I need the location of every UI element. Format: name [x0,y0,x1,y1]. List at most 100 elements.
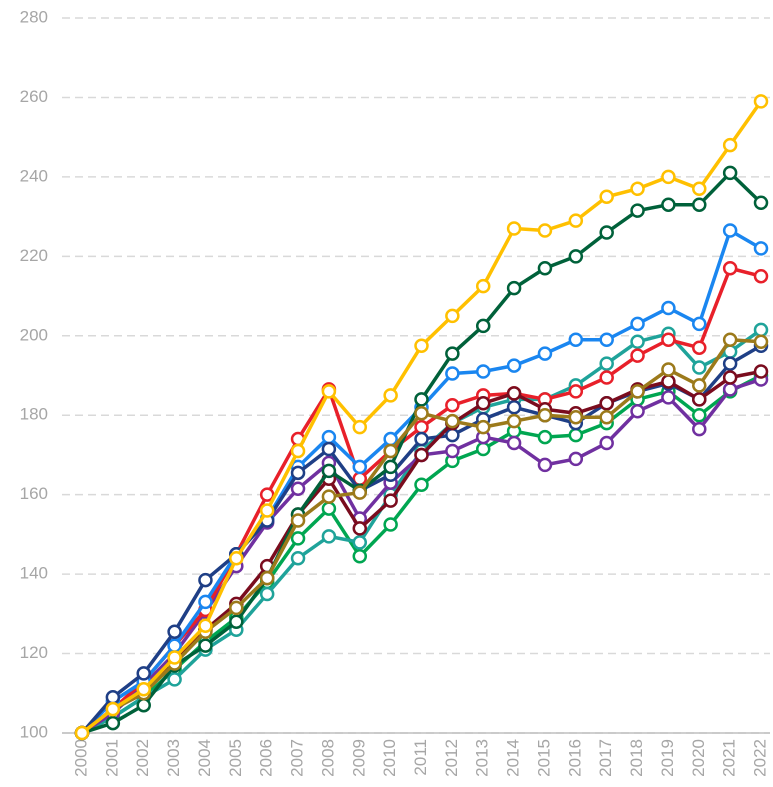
marker [321,441,337,457]
marker [568,213,584,228]
marker [105,690,121,705]
marker [753,94,769,109]
marker [445,443,460,459]
marker [414,338,429,353]
marker [414,392,429,407]
marker [630,348,645,363]
marker [537,346,553,361]
marker [105,715,121,731]
marker [414,477,429,492]
marker [599,370,614,385]
marker [414,419,429,435]
marker [722,261,738,276]
marker [692,421,707,437]
marker [475,318,491,334]
marker [753,334,769,349]
marker [692,392,707,407]
marker [630,181,645,197]
marker [506,435,522,451]
marker [198,594,213,610]
x-tick-label: 2007 [288,739,307,777]
marker [661,300,676,316]
marker [290,443,306,459]
x-tick-label: 2012 [442,739,461,777]
x-tick-label: 2011 [411,739,430,776]
series-line [81,328,763,735]
x-tick-label: 2019 [658,739,677,777]
marker [630,334,645,349]
marker [259,503,275,518]
y-tick-label: 220 [20,246,48,265]
marker [229,600,244,616]
marker [445,308,460,324]
marker [506,413,522,429]
marker [506,400,522,415]
marker [506,221,522,236]
marker [692,197,707,212]
marker [537,261,553,276]
marker [105,701,121,717]
x-tick-label: 2000 [71,739,90,777]
marker [259,586,275,602]
marker [692,378,707,393]
marker [167,650,182,665]
marker [445,427,460,443]
marker [321,529,337,544]
marker [722,165,738,181]
marker [599,396,614,411]
marker [290,531,306,546]
x-tick-label: 2006 [257,739,276,777]
y-tick-label: 160 [20,484,48,503]
x-tick-label: 2021 [720,739,739,777]
marker [630,203,645,218]
marker [352,419,368,435]
marker [722,382,738,397]
x-tick-label: 2014 [504,739,523,777]
y-tick-label: 240 [20,166,48,185]
marker [722,332,738,347]
marker [692,360,707,375]
marker [167,624,182,639]
marker [445,413,460,429]
x-tick-label: 2010 [380,739,399,777]
marker [290,465,306,481]
y-tick-label: 140 [20,564,48,583]
marker [167,672,182,687]
marker [198,572,213,588]
marker [722,356,738,371]
marker [568,451,584,467]
marker [136,666,151,681]
marker [383,443,398,459]
marker [568,427,584,443]
marker [352,485,368,500]
marker [414,405,429,421]
marker [537,407,553,423]
marker [321,384,337,399]
marker [352,521,368,536]
marker [599,189,614,204]
x-tick-label: 2013 [473,739,492,777]
marker [445,346,460,361]
x-tick-label: 2004 [195,739,214,777]
marker [352,535,368,550]
marker [661,374,676,389]
marker [568,384,584,399]
marker [74,725,90,741]
marker [229,614,244,630]
marker [537,223,553,238]
marker [136,682,151,697]
marker [692,340,707,355]
marker [692,407,707,423]
marker [506,358,522,373]
marker [414,431,429,447]
marker [475,419,491,435]
marker [290,513,306,528]
marker [321,463,337,479]
x-tick-label: 2017 [596,739,615,777]
marker [599,332,614,347]
marker [259,570,275,586]
x-tick-label: 2018 [627,739,646,777]
marker [753,268,769,284]
marker [568,409,584,425]
